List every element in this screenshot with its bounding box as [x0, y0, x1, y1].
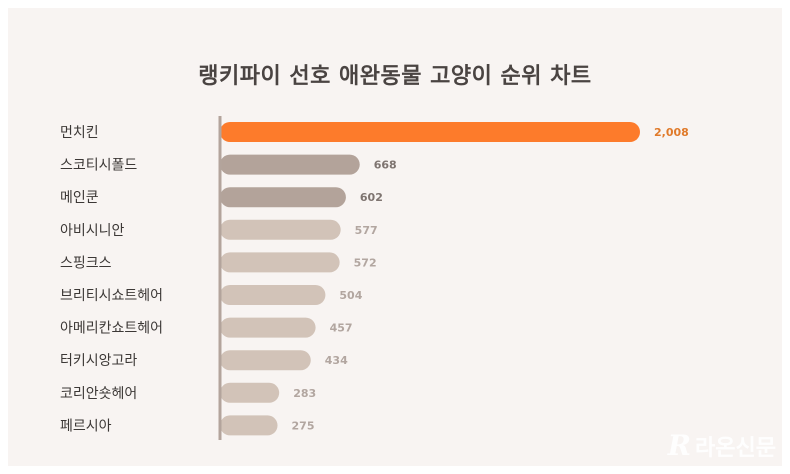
category-label: 브리티시쇼트헤어	[60, 288, 163, 304]
category-label: 스코티시폴드	[60, 158, 137, 174]
bar	[220, 187, 346, 208]
bar	[220, 415, 278, 436]
bar	[220, 382, 280, 403]
value-label: 504	[339, 289, 362, 302]
raon-logo-icon: R	[667, 429, 692, 462]
category-label: 페르시아	[60, 418, 112, 434]
watermark-text: 라온신문	[695, 435, 776, 461]
value-label: 275	[292, 419, 315, 432]
category-label: 아메리칸쇼트헤어	[60, 321, 163, 337]
category-label: 코리안숏헤어	[60, 386, 137, 402]
value-label: 668	[374, 159, 397, 172]
bar	[220, 285, 326, 305]
category-label: 메인쿤	[60, 190, 99, 206]
value-label: 572	[354, 256, 377, 269]
category-label: 아비시니안	[60, 223, 125, 239]
category-label: 먼치킨	[60, 125, 99, 141]
chart-title: 랭키파이 선호 애완동물 고양이 순위 차트	[198, 64, 592, 89]
value-label: 434	[325, 354, 348, 367]
category-label: 스핑크스	[60, 255, 112, 271]
bar	[220, 350, 311, 371]
bar	[220, 252, 340, 273]
watermark: R 라온신문	[668, 429, 776, 462]
bar	[220, 317, 316, 338]
value-label: 2,008	[654, 126, 689, 139]
bar	[220, 154, 360, 175]
bar	[220, 219, 341, 240]
value-label: 457	[330, 322, 353, 335]
value-label: 577	[355, 224, 378, 237]
category-label: 터키시앙고라	[60, 353, 137, 369]
bar	[220, 122, 640, 142]
value-label: 602	[360, 191, 383, 204]
value-label: 283	[293, 387, 316, 400]
chart-card	[8, 8, 782, 466]
